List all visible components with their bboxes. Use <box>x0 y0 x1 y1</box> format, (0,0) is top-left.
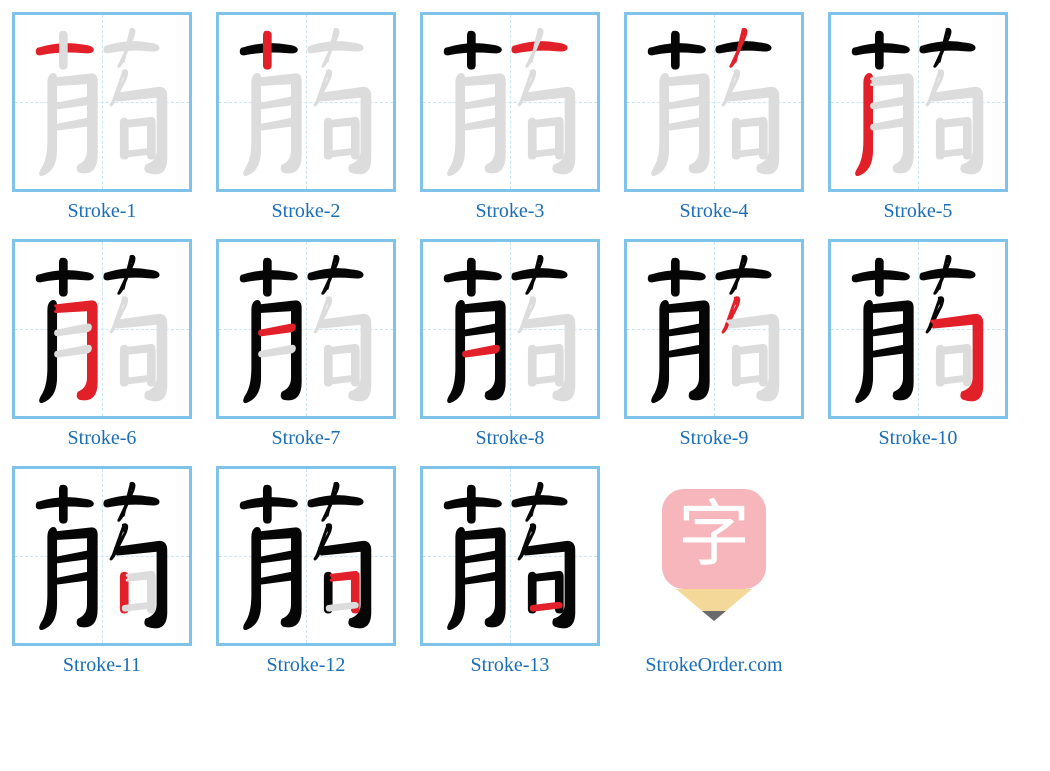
stroke-label: Stroke-7 <box>272 427 341 450</box>
stroke-tile: Stroke-7 <box>216 239 396 450</box>
character-svg <box>15 469 189 643</box>
stroke-tile: Stroke-4 <box>624 12 804 223</box>
stroke-tile: Stroke-8 <box>420 239 600 450</box>
character-svg <box>219 469 393 643</box>
character-svg <box>423 242 597 416</box>
character-svg <box>627 242 801 416</box>
character-svg <box>831 242 1005 416</box>
stroke-label: Stroke-2 <box>272 200 341 223</box>
tile-box <box>216 12 396 192</box>
stroke-label: Stroke-8 <box>476 427 545 450</box>
stroke-label: Stroke-5 <box>884 200 953 223</box>
character-svg <box>423 469 597 643</box>
stroke-tile: Stroke-1 <box>12 12 192 223</box>
stroke-label: Stroke-1 <box>68 200 137 223</box>
stroke-tile: Stroke-12 <box>216 466 396 677</box>
tile-box <box>12 12 192 192</box>
stroke-label: Stroke-11 <box>63 654 141 677</box>
tile-box <box>420 466 600 646</box>
stroke-label: Stroke-12 <box>267 654 346 677</box>
stroke-tile: Stroke-10 <box>828 239 1008 450</box>
logo-icon: 字 <box>644 481 784 631</box>
tile-box <box>828 12 1008 192</box>
character-svg <box>219 242 393 416</box>
character-svg <box>627 15 801 189</box>
stroke-tile: Stroke-3 <box>420 12 600 223</box>
tile-box <box>216 239 396 419</box>
tile-box <box>828 239 1008 419</box>
tile-box <box>624 12 804 192</box>
stroke-label: Stroke-6 <box>68 427 137 450</box>
logo-box: 字 <box>624 466 804 646</box>
tile-box <box>420 12 600 192</box>
character-svg <box>219 15 393 189</box>
character-svg <box>15 15 189 189</box>
character-svg <box>423 15 597 189</box>
tile-box <box>216 466 396 646</box>
stroke-tile: Stroke-9 <box>624 239 804 450</box>
tile-box <box>12 466 192 646</box>
character-svg <box>15 242 189 416</box>
stroke-tile: Stroke-2 <box>216 12 396 223</box>
stroke-tile: Stroke-13 <box>420 466 600 677</box>
stroke-tile: Stroke-6 <box>12 239 192 450</box>
stroke-label: Stroke-3 <box>476 200 545 223</box>
logo-cell: 字 StrokeOrder.com <box>624 466 804 677</box>
tile-box <box>420 239 600 419</box>
stroke-label: Stroke-9 <box>680 427 749 450</box>
stroke-tile: Stroke-5 <box>828 12 1008 223</box>
stroke-label: Stroke-4 <box>680 200 749 223</box>
character-svg <box>831 15 1005 189</box>
logo-label: StrokeOrder.com <box>645 654 782 677</box>
stroke-tile: Stroke-11 <box>12 466 192 677</box>
stroke-label: Stroke-13 <box>471 654 550 677</box>
stroke-label: Stroke-10 <box>879 427 958 450</box>
tile-box <box>12 239 192 419</box>
logo-glyph: 字 <box>678 495 750 575</box>
stroke-grid: Stroke-1 Stroke-2 Stroke-3 Stroke-4 Stroke-5… <box>12 12 1038 677</box>
tile-box <box>624 239 804 419</box>
